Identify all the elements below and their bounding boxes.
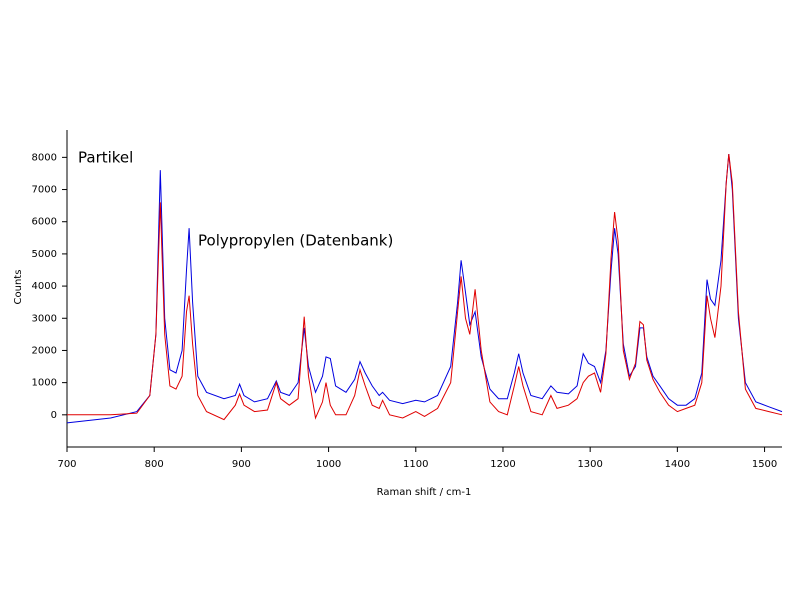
y-tick-label: 7000: [32, 185, 57, 196]
x-tick-label: 1500: [752, 459, 777, 470]
legend-label: Polypropylen (Datenbank): [198, 232, 393, 250]
y-axis-label: Counts: [13, 270, 24, 305]
y-tick-label: 3000: [32, 313, 57, 324]
y-tick-label: 5000: [32, 249, 57, 260]
x-axis-label: Raman shift / cm-1: [377, 487, 472, 498]
series-line: [67, 154, 783, 421]
y-tick-label: 4000: [32, 281, 57, 292]
x-tick-label: 800: [145, 459, 164, 470]
y-tick-label: 6000: [32, 217, 57, 228]
x-tick-label: 1100: [403, 459, 428, 470]
x-tick-label: 700: [57, 459, 76, 470]
x-tick-label: 1000: [316, 459, 341, 470]
y-tick-label: 2000: [32, 345, 57, 356]
y-tick-label: 0: [51, 410, 57, 421]
x-tick-label: 1300: [577, 459, 602, 470]
legend-label: Partikel: [78, 149, 133, 167]
y-tick-label: 8000: [32, 152, 57, 163]
x-tick-label: 1200: [490, 459, 515, 470]
series-line: [66, 154, 783, 424]
x-tick-label: 1400: [665, 459, 690, 470]
y-tick-label: 1000: [32, 378, 57, 389]
x-tick-label: 900: [232, 459, 251, 470]
